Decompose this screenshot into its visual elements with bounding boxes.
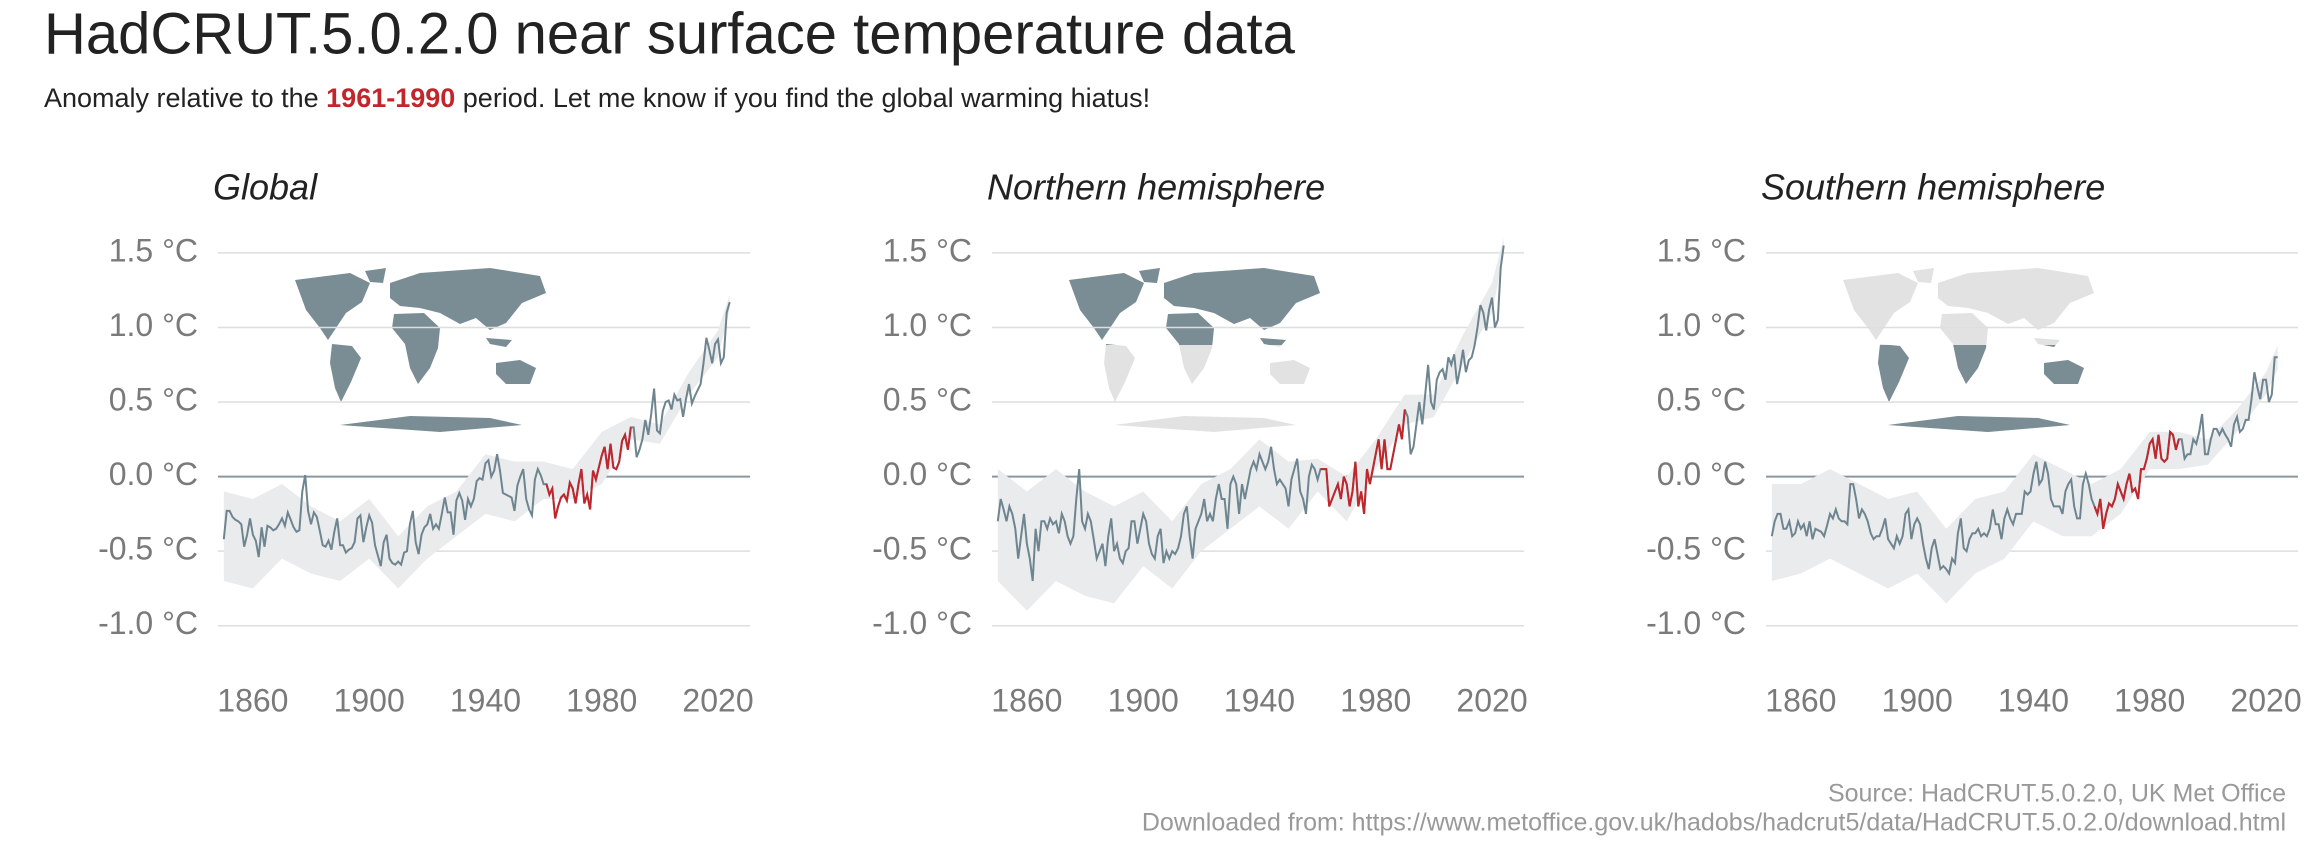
y-tick-label: 0.5 °C [1657, 381, 1746, 417]
base-period-line [1320, 409, 1406, 515]
uncertainty-band [223, 294, 730, 589]
x-tick-label: 1900 [1882, 682, 1953, 718]
y-tick-label: 1.5 °C [1657, 232, 1746, 268]
source-note: Source: HadCRUT.5.0.2.0, UK Met Office [1828, 780, 2286, 808]
uncertainty-band [997, 238, 1504, 611]
base-period-line [545, 427, 632, 519]
x-tick-label: 1940 [1224, 682, 1295, 718]
subtitle-text: period. Let me know if you find the glob… [455, 83, 1150, 113]
x-tick-label: 1860 [991, 682, 1062, 718]
x-tick-label: 1940 [450, 682, 521, 718]
x-tick-label: 1980 [1340, 682, 1411, 718]
panel-title: Southern hemisphere [1761, 167, 2105, 208]
world-map [295, 268, 546, 432]
y-tick-label: 0.0 °C [883, 456, 972, 492]
page-title: HadCRUT.5.0.2.0 near surface temperature… [44, 1, 1296, 66]
uncertainty-band [1771, 345, 2278, 604]
anomaly-line [996, 245, 1505, 582]
y-tick-label: 1.0 °C [883, 307, 972, 343]
x-tick-label: 1860 [1765, 682, 1836, 718]
subtitle: Anomaly relative to the 1961-1990 period… [44, 83, 1150, 113]
x-tick-label: 1900 [334, 682, 405, 718]
subtitle-text: Anomaly relative to the [44, 83, 326, 113]
world-map [1843, 268, 2094, 432]
y-tick-label: 1.0 °C [1657, 307, 1746, 343]
x-tick-label: 1860 [217, 682, 288, 718]
x-tick-label: 2020 [1456, 682, 1527, 718]
y-tick-label: -0.5 °C [1646, 531, 1746, 567]
y-tick-label: 1.0 °C [109, 307, 198, 343]
subtitle-period: 1961-1990 [326, 83, 455, 113]
y-tick-label: 1.5 °C [883, 232, 972, 268]
y-tick-label: -1.0 °C [872, 605, 972, 641]
y-tick-label: 0.0 °C [109, 456, 198, 492]
panel-title: Northern hemisphere [987, 167, 1325, 208]
map-land [295, 268, 546, 432]
y-tick-label: 0.5 °C [883, 381, 972, 417]
y-tick-label: -1.0 °C [1646, 605, 1746, 641]
y-tick-label: -1.0 °C [98, 605, 198, 641]
x-tick-label: 1940 [1998, 682, 2069, 718]
x-tick-label: 2020 [682, 682, 753, 718]
panel-title: Global [213, 167, 318, 208]
y-tick-label: 0.5 °C [109, 381, 198, 417]
source-note: Downloaded from: https://www.metoffice.g… [1142, 809, 2286, 837]
x-tick-label: 2020 [2230, 682, 2301, 718]
anomaly-line [222, 301, 731, 567]
anomaly-line [1770, 356, 2278, 577]
x-tick-label: 1980 [2114, 682, 2185, 718]
y-tick-label: 0.0 °C [1657, 456, 1746, 492]
base-period-line [2093, 429, 2180, 529]
x-tick-label: 1980 [566, 682, 637, 718]
x-tick-label: 1900 [1108, 682, 1179, 718]
world-map [1069, 268, 1320, 432]
y-tick-label: -0.5 °C [872, 531, 972, 567]
y-tick-label: -0.5 °C [98, 531, 198, 567]
y-tick-label: 1.5 °C [109, 232, 198, 268]
